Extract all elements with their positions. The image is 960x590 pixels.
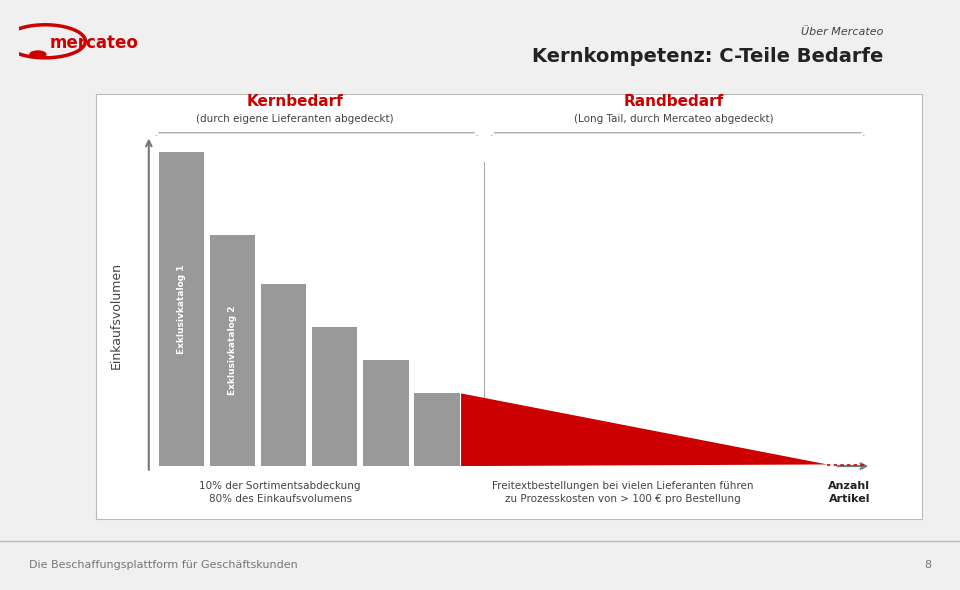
- Text: Die Beschaffungsplattform für Geschäftskunden: Die Beschaffungsplattform für Geschäftsk…: [29, 560, 298, 570]
- Text: Exklusivkatalog 1: Exklusivkatalog 1: [178, 264, 186, 354]
- Text: mercateo: mercateo: [50, 34, 138, 52]
- Polygon shape: [461, 394, 828, 466]
- Text: Kernkompetenz: C-Teile Bedarfe: Kernkompetenz: C-Teile Bedarfe: [532, 47, 883, 66]
- Text: 10% der Sortimentsabdeckung: 10% der Sortimentsabdeckung: [200, 481, 361, 491]
- Text: Einkaufsvolumen: Einkaufsvolumen: [110, 262, 123, 369]
- Text: (durch eigene Lieferanten abgedeckt): (durch eigene Lieferanten abgedeckt): [196, 114, 394, 124]
- Text: 80% des Einkaufsvolumens: 80% des Einkaufsvolumens: [208, 494, 351, 504]
- Text: Anzahl: Anzahl: [828, 481, 870, 491]
- Text: Über Mercateo: Über Mercateo: [801, 27, 883, 37]
- Bar: [312, 327, 357, 466]
- Circle shape: [30, 51, 46, 58]
- Bar: [210, 235, 255, 466]
- Bar: [159, 152, 204, 466]
- Text: zu Prozesskosten von > 100 € pro Bestellung: zu Prozesskosten von > 100 € pro Bestell…: [505, 494, 741, 504]
- Text: (Long Tail, durch Mercateo abgedeckt): (Long Tail, durch Mercateo abgedeckt): [574, 114, 774, 124]
- Bar: [415, 394, 460, 466]
- Text: Kernbedarf: Kernbedarf: [247, 94, 343, 109]
- Text: Randbedarf: Randbedarf: [624, 94, 724, 109]
- Bar: [363, 360, 409, 466]
- Text: Artikel: Artikel: [828, 494, 870, 504]
- Text: 8: 8: [924, 560, 931, 570]
- Text: Exklusivkatalog 2: Exklusivkatalog 2: [228, 306, 237, 395]
- Text: Freitextbestellungen bei vielen Lieferanten führen: Freitextbestellungen bei vielen Lieferan…: [492, 481, 754, 491]
- Bar: [261, 284, 306, 466]
